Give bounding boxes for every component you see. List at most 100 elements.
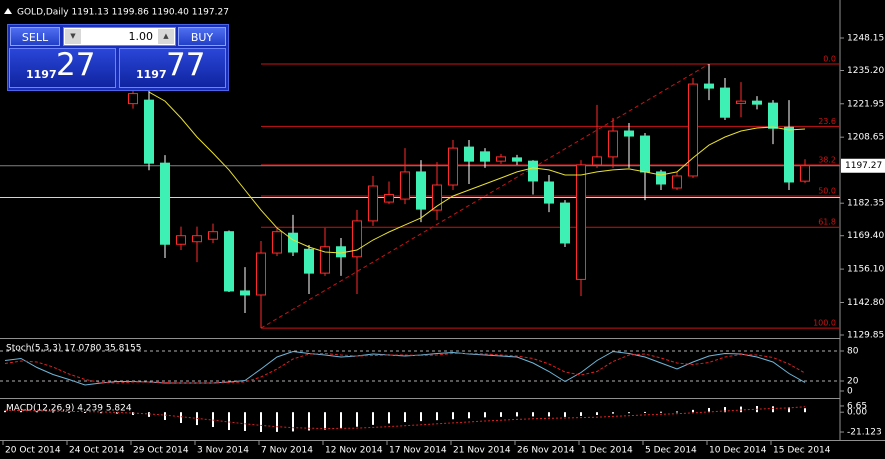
candle-body <box>512 157 522 162</box>
ask-price[interactable]: 1197 77 <box>119 47 226 88</box>
y-tick-label: 1182.35 <box>847 199 884 209</box>
candle-body <box>480 151 490 162</box>
macd-bar <box>148 412 150 417</box>
macd-bar <box>4 410 6 413</box>
y-tick-label: 1129.85 <box>847 331 884 341</box>
macd-bar <box>388 412 390 424</box>
x-tick-label: 17 Nov 2014 <box>389 446 447 456</box>
macd-bar <box>20 411 22 413</box>
macd-bar <box>100 412 102 414</box>
y-tick-label: 20 <box>847 377 859 387</box>
ask-price-small: 1197 <box>136 68 167 81</box>
fibo-level-label: 61.8 <box>818 218 836 227</box>
ask-price-big: 77 <box>166 47 206 83</box>
x-tick-label: 3 Nov 2014 <box>197 446 249 456</box>
lot-decrease[interactable]: ▼ <box>65 29 81 44</box>
macd-bar <box>500 412 502 417</box>
y-tick-label: 1235.20 <box>847 66 884 76</box>
last-price-label: 1197.27 <box>845 161 882 171</box>
fibo-level-label: 0.0 <box>823 54 836 63</box>
candle-body <box>304 248 314 274</box>
y-tick-label: 1169.40 <box>847 231 884 241</box>
x-tick-label: 24 Oct 2014 <box>69 446 125 456</box>
macd-bar <box>596 412 598 416</box>
candle-body <box>464 146 474 162</box>
candle-body <box>656 171 666 185</box>
indicator-line <box>4 352 806 384</box>
y-tick-label: 1221.95 <box>847 99 884 109</box>
fibo-level-label: 100.0 <box>813 319 836 328</box>
macd-bar <box>132 412 134 416</box>
macd-bar <box>372 412 374 425</box>
bid-price-small: 1197 <box>26 68 57 81</box>
y-tick-label: 6.65 <box>847 401 867 411</box>
candle-body <box>768 102 778 129</box>
macd-bar <box>772 406 774 413</box>
macd-bar <box>244 412 246 431</box>
macd-bar <box>740 406 742 413</box>
macd-bar <box>628 412 630 414</box>
candle-body <box>192 235 202 243</box>
macd-bar <box>52 411 54 413</box>
lot-input[interactable]: ▼ 1.00 ▲ <box>63 27 176 46</box>
candle-body <box>272 231 282 254</box>
lot-value: 1.00 <box>128 30 154 43</box>
candle-body <box>528 160 538 182</box>
x-tick-label: 20 Oct 2014 <box>5 446 61 456</box>
x-tick-label: 29 Oct 2014 <box>133 446 189 456</box>
macd-bar <box>164 412 166 420</box>
y-tick-label: 1248.15 <box>847 34 884 44</box>
indicator-title: MACD(12,26,9) 4.239 5.824 <box>6 404 132 414</box>
candle-body <box>752 100 762 105</box>
macd-bar <box>292 412 294 432</box>
x-tick-label: 21 Nov 2014 <box>453 446 511 456</box>
macd-bar <box>36 411 38 413</box>
candle-body <box>432 184 442 211</box>
x-tick-label: 15 Dec 2014 <box>773 446 831 456</box>
candle-body <box>592 156 602 166</box>
candle-body <box>368 185 378 222</box>
candle-body <box>736 100 746 104</box>
y-tick-label: 0.00 <box>847 408 867 418</box>
candle-body <box>576 164 586 280</box>
macd-bar <box>180 412 182 423</box>
macd-bar <box>484 412 486 418</box>
indicator-title: Stoch(5,3,3) 17.0780 35.8155 <box>6 344 141 354</box>
collapse-icon[interactable] <box>4 8 12 14</box>
macd-bar <box>692 409 694 413</box>
candle-body <box>128 93 138 105</box>
macd-bar <box>420 412 422 422</box>
candle-body <box>704 83 714 89</box>
candle-body <box>496 156 506 162</box>
candle-body <box>224 231 234 292</box>
macd-bar <box>724 407 726 413</box>
candle-body <box>336 246 346 258</box>
candle-body <box>176 235 186 245</box>
candle-body <box>240 290 250 296</box>
macd-bar <box>68 411 70 413</box>
buy-button[interactable]: BUY <box>178 27 226 46</box>
candle-body <box>256 252 266 296</box>
macd-bar <box>356 412 358 427</box>
macd-bar <box>260 412 262 432</box>
bid-price[interactable]: 1197 27 <box>9 47 116 88</box>
y-tick-label: -21.123 <box>847 428 882 438</box>
macd-bar <box>564 412 566 417</box>
candle-body <box>320 246 330 274</box>
y-tick-label: 80 <box>847 347 859 357</box>
candle-body <box>800 165 810 182</box>
candle-body <box>688 83 698 177</box>
sell-button[interactable]: SELL <box>10 27 60 46</box>
macd-bar <box>804 408 806 413</box>
fibo-level-label: 23.6 <box>818 117 836 126</box>
candle-body <box>608 130 618 158</box>
candle-body <box>144 99 154 164</box>
macd-bar <box>324 412 326 430</box>
fibo-level-label: 50.0 <box>818 187 836 196</box>
macd-bar <box>660 411 662 413</box>
x-tick-label: 1 Dec 2014 <box>581 446 633 456</box>
chart-title: GOLD,Daily 1191.13 1199.86 1190.40 1197.… <box>17 8 229 18</box>
bid-price-big: 27 <box>56 47 96 83</box>
lot-increase[interactable]: ▲ <box>158 29 174 44</box>
macd-signal <box>4 406 806 430</box>
